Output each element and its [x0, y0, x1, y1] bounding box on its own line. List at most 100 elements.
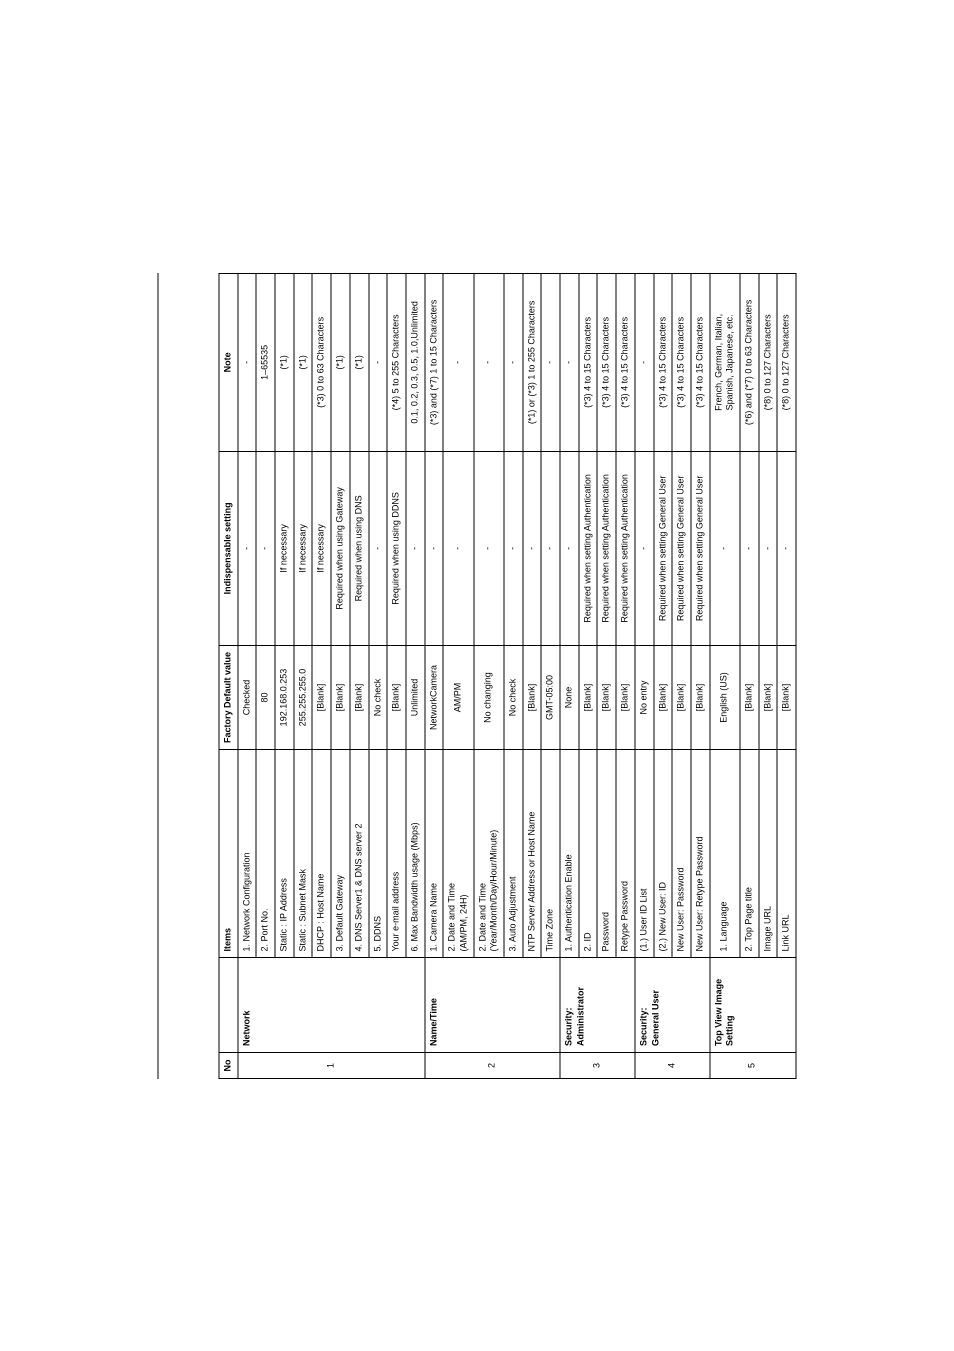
cell-item: 2. Date and Time (Year/Month/Day/Hour/Mi…: [474, 749, 504, 957]
table-row: 2Name/Time1. Camera NameNetworkCamera-(*…: [425, 273, 444, 1078]
cell-indispensable: Required when setting General User: [691, 451, 710, 645]
cell-item: 1. Authentication Enable: [560, 749, 579, 957]
cell-category: Security: Administrator: [560, 958, 635, 1053]
cell-indispensable: -: [740, 451, 759, 645]
cell-indispensable: -: [425, 451, 444, 645]
cell-default: [Blank]: [312, 645, 331, 749]
cell-item: Your e-mail address: [387, 749, 406, 957]
cell-item: Retype Password: [616, 749, 635, 957]
header-note: Note: [219, 273, 238, 451]
header-indispensable: Indispensable setting: [219, 451, 238, 645]
cell-note: -: [369, 273, 388, 451]
cell-default: 80: [256, 645, 275, 749]
cell-note: (*1): [275, 273, 294, 451]
cell-indispensable: Required when setting General User: [654, 451, 673, 645]
cell-default: [Blank]: [672, 645, 691, 749]
cell-no: 1: [238, 1052, 425, 1078]
cell-default: [Blank]: [759, 645, 778, 749]
cell-note: (*1): [350, 273, 369, 451]
cell-indispensable: If necessary: [275, 451, 294, 645]
cell-indispensable: If necessary: [312, 451, 331, 645]
table-row: Time ZoneGMT-05:00--: [541, 273, 560, 1078]
cell-item: NTP Server Address or Host Name: [523, 749, 542, 957]
settings-table: No Items Factory Default value Indispens…: [219, 273, 797, 1079]
cell-indispensable: -: [256, 451, 275, 645]
cell-item: 1. Language: [710, 749, 740, 957]
table-row: 2. ID[Blank]Required when setting Authen…: [579, 273, 598, 1078]
cell-item: 3. Default Gateway: [331, 749, 350, 957]
table-row: 3Security: Administrator1. Authenticatio…: [560, 273, 579, 1078]
cell-default: [Blank]: [387, 645, 406, 749]
cell-indispensable: -: [635, 451, 654, 645]
cell-item: 5. DDNS: [369, 749, 388, 957]
cell-default: Checked: [238, 645, 257, 749]
cell-note: 1–65535: [256, 273, 275, 451]
cell-default: [Blank]: [597, 645, 616, 749]
cell-indispensable: -: [777, 451, 796, 645]
cell-item: Static : Subnet Mask: [294, 749, 313, 957]
cell-indispensable: -: [523, 451, 542, 645]
cell-category: Network: [238, 958, 425, 1053]
cell-indispensable: -: [560, 451, 579, 645]
cell-indispensable: -: [238, 451, 257, 645]
cell-note: -: [474, 273, 504, 451]
cell-indispensable: Required when using DNS: [350, 451, 369, 645]
cell-indispensable: Required when using Gateway: [331, 451, 350, 645]
cell-default: GMT-05:00: [541, 645, 560, 749]
cell-item: 3. Auto Adjustment: [504, 749, 523, 957]
cell-indispensable: Required when setting Authentication: [597, 451, 616, 645]
cell-note: French, German, Italian, Spanish, Japane…: [710, 273, 740, 451]
header-no: No: [219, 1052, 238, 1078]
top-rule: [158, 273, 159, 1079]
table-row: NTP Server Address or Host Name[Blank]-(…: [523, 273, 542, 1078]
cell-note: (*4) 5 to 255 Characters: [387, 273, 406, 451]
cell-note: (*3) 4 to 15 Characters: [691, 273, 710, 451]
header-blank: [219, 958, 238, 1053]
table-row: Image URL[Blank]-(*8) 0 to 127 Character…: [759, 273, 778, 1078]
cell-note: (*3) 4 to 15 Characters: [579, 273, 598, 451]
table-row: DHCP : Host Name[Blank]If necessary(*3) …: [312, 273, 331, 1078]
cell-default: No changing: [474, 645, 504, 749]
table-row: New User: Password[Blank]Required when s…: [672, 273, 691, 1078]
cell-item: (2.) New User: ID: [654, 749, 673, 957]
cell-default: Unlimited: [406, 645, 425, 749]
cell-default: [Blank]: [350, 645, 369, 749]
cell-note: (*3) 0 to 63 Characters: [312, 273, 331, 451]
cell-default: No check: [369, 645, 388, 749]
cell-note: (*3) 4 to 15 Characters: [616, 273, 635, 451]
table-row: 5. DDNSNo check--: [369, 273, 388, 1078]
cell-no: 2: [425, 1052, 561, 1078]
cell-default: 192.168.0.253: [275, 645, 294, 749]
cell-category: Top View Image Setting: [710, 958, 796, 1053]
table-row: 2. Date and Time (AM/PM, 24H)AM/PM--: [443, 273, 473, 1078]
cell-item: Static : IP Address: [275, 749, 294, 957]
header-items: Items: [219, 749, 238, 957]
table-row: 1Network1. Network ConfigurationChecked-…: [238, 273, 257, 1078]
cell-item: Time Zone: [541, 749, 560, 957]
cell-item: 6. Max Bandwidth usage (Mbps): [406, 749, 425, 957]
cell-item: 2. Date and Time (AM/PM, 24H): [443, 749, 473, 957]
cell-default: [Blank]: [331, 645, 350, 749]
table-row: 3. Auto AdjustmentNo check--: [504, 273, 523, 1078]
cell-item: DHCP : Host Name: [312, 749, 331, 957]
cell-item: 4. DNS Server1 & DNS server 2: [350, 749, 369, 957]
cell-default: 255.255.255.0: [294, 645, 313, 749]
cell-default: [Blank]: [579, 645, 598, 749]
cell-item: 1. Camera Name: [425, 749, 444, 957]
cell-default: [Blank]: [616, 645, 635, 749]
table-row: 2. Date and Time (Year/Month/Day/Hour/Mi…: [474, 273, 504, 1078]
cell-indispensable: -: [541, 451, 560, 645]
cell-note: (*3) and (*7) 1 to 15 Characters: [425, 273, 444, 451]
cell-indispensable: Required when setting Authentication: [616, 451, 635, 645]
table-row: Your e-mail address[Blank]Required when …: [387, 273, 406, 1078]
table-row: 2. Top Page title[Blank]-(*6) and (*7) 0…: [740, 273, 759, 1078]
table-row: 2. Port No.80-1–65535: [256, 273, 275, 1078]
cell-note: (*1): [294, 273, 313, 451]
cell-default: None: [560, 645, 579, 749]
cell-indispensable: -: [504, 451, 523, 645]
cell-indispensable: Required when setting General User: [672, 451, 691, 645]
cell-no: 3: [560, 1052, 635, 1078]
cell-indispensable: -: [443, 451, 473, 645]
cell-note: (*8) 0 to 127 Characters: [759, 273, 778, 451]
cell-default: AM/PM: [443, 645, 473, 749]
